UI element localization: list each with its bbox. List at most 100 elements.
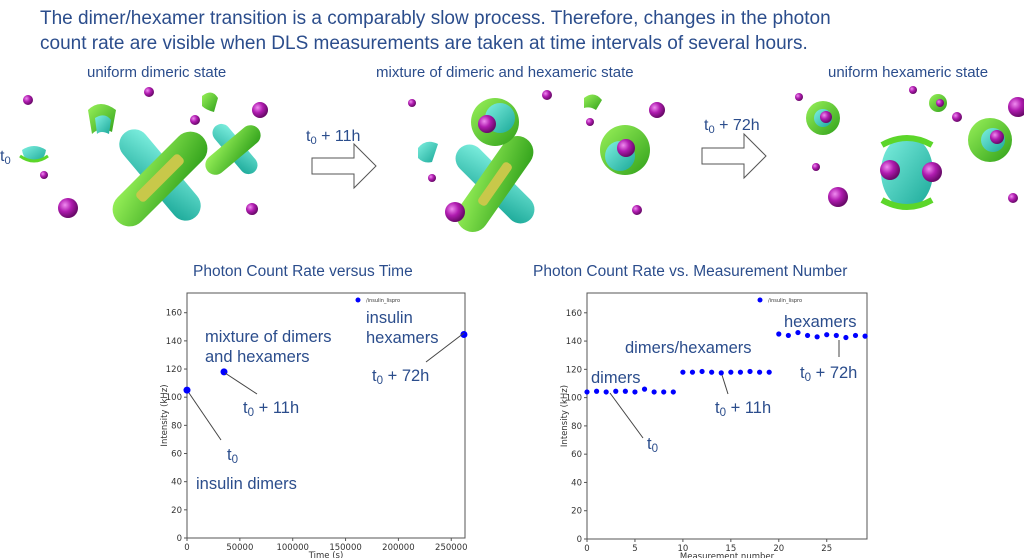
data-point bbox=[593, 388, 600, 394]
intro-line-2: count rate are visible when DLS measurem… bbox=[40, 33, 808, 54]
data-point bbox=[747, 368, 753, 375]
annotation-insulin-dimers: insulin dimers bbox=[196, 475, 297, 493]
x-tick-label: 150000 bbox=[329, 543, 361, 553]
y-tick-label: 100 bbox=[166, 393, 182, 403]
x-tick-label: 50000 bbox=[226, 543, 253, 553]
data-point bbox=[689, 369, 696, 375]
data-point bbox=[183, 386, 191, 394]
data-point bbox=[824, 332, 830, 338]
dimer-icon bbox=[455, 136, 535, 232]
y-tick-label: 40 bbox=[571, 478, 582, 488]
hexamer-icon bbox=[806, 101, 840, 135]
molecular-illustration bbox=[19, 86, 1024, 232]
annotation-t11-left: t0 + 11h bbox=[243, 399, 300, 419]
annotation-t0-right: t0 bbox=[647, 435, 659, 455]
data-point bbox=[699, 368, 705, 375]
y-tick-label: 0 bbox=[577, 535, 582, 545]
annotation-dimers-hexamers: dimers/hexamers bbox=[625, 339, 752, 357]
annotation-mixture: mixture of dimers and hexamers bbox=[205, 328, 332, 366]
legend-label: /insulin_lispro bbox=[768, 298, 802, 304]
y-tick-label: 20 bbox=[571, 507, 582, 517]
annotation-insulin-hexamers: insulin hexamers bbox=[366, 309, 439, 347]
data-point bbox=[795, 329, 801, 336]
data-point bbox=[718, 370, 724, 376]
data-point bbox=[622, 388, 628, 394]
annotation-dimers: dimers bbox=[591, 369, 641, 387]
x-tick-label: 10 bbox=[677, 544, 688, 554]
caption-hexameric-state: uniform hexameric state bbox=[828, 64, 989, 81]
x-axis-label: Time (s) bbox=[308, 551, 344, 558]
y-tick-label: 40 bbox=[171, 478, 182, 488]
chart-2-title: Photon Count Rate vs. Measurement Number bbox=[533, 263, 848, 280]
y-tick-label: 60 bbox=[171, 450, 182, 460]
y-axis-label: Intensity (kHz) bbox=[560, 385, 570, 447]
arrow-2-label: t0 + 72h bbox=[704, 117, 760, 136]
caption-mixture-state: mixture of dimeric and hexameric state bbox=[376, 64, 634, 81]
data-point bbox=[661, 389, 667, 395]
chart-time: 0 20 40 60 80 100 120 140 160 0 50000 100000 150000 2… bbox=[160, 292, 467, 558]
x-axis-label: Measurement number bbox=[680, 552, 775, 558]
protein-fragment-icon bbox=[19, 146, 49, 163]
x-tick-label: 0 bbox=[584, 544, 589, 554]
annotation-t72-left: t0 + 72h bbox=[372, 367, 430, 387]
dimer-large-icon bbox=[112, 129, 208, 227]
y-tick-label: 0 bbox=[177, 534, 182, 544]
data-point bbox=[670, 389, 676, 395]
annotation-hexamers: hexamers bbox=[784, 313, 857, 331]
data-point bbox=[613, 388, 619, 394]
x-tick-label: 20 bbox=[773, 544, 784, 554]
data-point bbox=[862, 333, 868, 339]
legend-marker bbox=[355, 297, 361, 303]
annotation-t0-left: t0 bbox=[227, 446, 239, 466]
chart-1-title: Photon Count Rate versus Time bbox=[193, 263, 413, 280]
hexamer-small-icon bbox=[929, 94, 947, 112]
data-point bbox=[843, 334, 849, 341]
x-tick-label: 0 bbox=[184, 543, 189, 553]
y-tick-label: 80 bbox=[571, 422, 582, 432]
data-point bbox=[728, 369, 734, 375]
data-point bbox=[584, 389, 590, 395]
x-tick-label: 250000 bbox=[435, 543, 467, 553]
arrow-1-icon bbox=[311, 142, 377, 190]
data-point bbox=[804, 332, 811, 339]
protein-fragment-icon bbox=[202, 92, 218, 112]
legend-label: /insulin_lispro bbox=[366, 298, 400, 304]
arrow-2-icon bbox=[701, 132, 767, 180]
x-tick-label: 200000 bbox=[382, 543, 414, 553]
data-point bbox=[680, 369, 686, 375]
data-point bbox=[785, 332, 791, 339]
x-tick-label: 100000 bbox=[276, 543, 308, 553]
data-point bbox=[651, 389, 657, 395]
data-point bbox=[766, 369, 772, 375]
data-point bbox=[757, 369, 763, 375]
plot-frame bbox=[186, 292, 466, 539]
annotation-t11-right: t0 + 11h bbox=[715, 399, 772, 419]
y-tick-label: 120 bbox=[166, 365, 182, 375]
data-point bbox=[776, 331, 782, 337]
y-tick-label: 160 bbox=[566, 309, 582, 319]
data-point bbox=[603, 389, 609, 395]
data-point bbox=[709, 369, 715, 375]
y-tick-label: 100 bbox=[566, 394, 582, 404]
x-tick-label: 15 bbox=[725, 544, 736, 554]
y-tick-label: 80 bbox=[171, 421, 182, 431]
plot-frame bbox=[586, 292, 868, 540]
y-tick-label: 160 bbox=[166, 309, 182, 319]
hexamer-icon bbox=[600, 125, 650, 175]
annotation-t72-right: t0 + 72h bbox=[800, 364, 858, 384]
protein-fragment-icon bbox=[88, 104, 116, 134]
data-point bbox=[814, 334, 820, 340]
y-tick-label: 60 bbox=[571, 450, 582, 460]
caption-dimeric-state: uniform dimeric state bbox=[87, 64, 227, 81]
dimer-small-icon bbox=[205, 123, 261, 175]
y-tick-label: 140 bbox=[166, 337, 182, 347]
y-tick-label: 120 bbox=[566, 365, 582, 375]
y-tick-label: 140 bbox=[566, 337, 582, 347]
x-tick-label: 25 bbox=[821, 544, 832, 554]
y-tick-label: 20 bbox=[171, 506, 182, 516]
protein-fragment-icon bbox=[418, 141, 438, 163]
annotation-lines bbox=[188, 332, 840, 441]
data-point bbox=[632, 389, 638, 395]
hexamer-icon bbox=[471, 98, 519, 146]
